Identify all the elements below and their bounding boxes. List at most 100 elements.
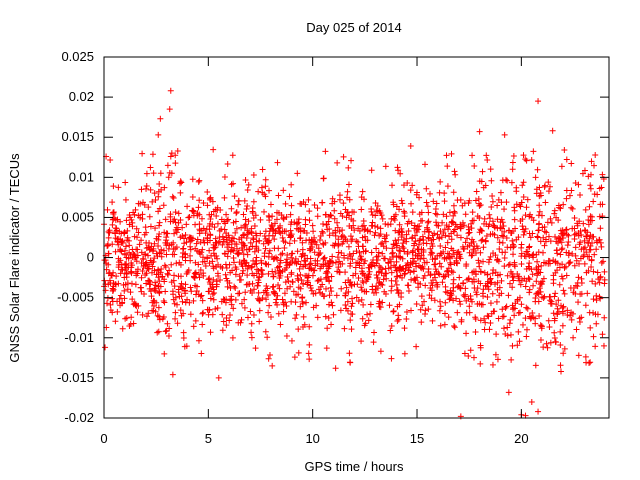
data-point — [412, 252, 419, 259]
data-point — [167, 87, 174, 94]
data-point — [521, 228, 528, 235]
data-point — [175, 273, 182, 280]
data-point — [488, 310, 495, 317]
data-point — [198, 350, 205, 357]
data-point — [219, 241, 226, 248]
data-point — [178, 179, 185, 186]
data-point — [556, 281, 563, 288]
data-point — [583, 359, 590, 366]
data-point — [516, 273, 523, 280]
data-point — [267, 201, 274, 208]
data-point — [270, 289, 277, 296]
data-point — [147, 186, 154, 193]
data-point — [170, 277, 177, 284]
data-point — [429, 317, 436, 324]
data-point — [241, 197, 248, 204]
data-point — [249, 209, 256, 216]
data-point — [446, 296, 453, 303]
data-point — [124, 280, 131, 287]
data-point — [109, 298, 116, 305]
data-point — [395, 312, 402, 319]
data-point — [599, 171, 606, 178]
data-point — [117, 302, 124, 309]
data-point — [277, 321, 284, 328]
data-point — [536, 202, 543, 209]
data-point — [232, 285, 239, 292]
data-point — [348, 216, 355, 223]
data-point — [196, 177, 203, 184]
data-point — [311, 249, 318, 256]
data-point — [476, 128, 483, 135]
data-point — [576, 315, 583, 322]
data-point — [168, 241, 175, 248]
data-point — [588, 257, 595, 264]
data-point — [368, 167, 375, 174]
data-point — [245, 229, 252, 236]
data-point — [275, 192, 282, 199]
data-point — [326, 232, 333, 239]
data-point — [586, 246, 593, 253]
data-point — [175, 210, 182, 217]
data-point — [528, 314, 535, 321]
data-point — [167, 218, 174, 225]
data-point — [413, 343, 420, 350]
data-point — [154, 329, 161, 336]
data-point — [324, 325, 331, 332]
data-point — [325, 218, 332, 225]
data-point — [306, 217, 313, 224]
data-point — [158, 266, 165, 273]
data-point — [204, 202, 211, 209]
data-point — [287, 227, 294, 234]
data-point — [444, 183, 451, 190]
data-point — [295, 326, 302, 333]
data-point — [451, 324, 458, 331]
data-point — [364, 276, 371, 283]
data-point — [534, 166, 541, 173]
data-point — [303, 229, 310, 236]
data-point — [539, 249, 546, 256]
data-point — [593, 292, 600, 299]
data-point — [370, 256, 377, 263]
data-point — [110, 286, 117, 293]
data-point — [554, 305, 561, 312]
data-point — [596, 185, 603, 192]
data-point — [489, 290, 496, 297]
data-point — [335, 236, 342, 243]
data-point — [130, 320, 137, 327]
data-point — [281, 245, 288, 252]
data-point — [358, 296, 365, 303]
data-point — [586, 203, 593, 210]
data-point — [278, 212, 285, 219]
data-point — [228, 301, 235, 308]
data-point — [510, 241, 517, 248]
data-point — [276, 229, 283, 236]
data-point — [332, 259, 339, 266]
data-point — [152, 282, 159, 289]
data-point — [362, 257, 369, 264]
data-point — [155, 193, 162, 200]
data-point — [390, 308, 397, 315]
data-point — [581, 227, 588, 234]
data-point — [557, 227, 564, 234]
data-point — [279, 268, 286, 275]
data-point — [413, 301, 420, 308]
data-point — [332, 229, 339, 236]
data-point — [126, 211, 133, 218]
data-point — [340, 153, 347, 160]
data-point — [125, 264, 132, 271]
data-point — [534, 234, 541, 241]
data-point — [373, 289, 380, 296]
data-point — [314, 314, 321, 321]
data-point — [486, 326, 493, 333]
data-point — [150, 170, 157, 177]
data-point — [537, 269, 544, 276]
data-point — [390, 307, 397, 314]
data-point — [349, 256, 356, 263]
data-point — [197, 267, 204, 274]
data-point — [561, 290, 568, 297]
data-point — [561, 147, 568, 154]
data-point — [360, 301, 367, 308]
data-point — [190, 323, 197, 330]
data-point — [129, 246, 136, 253]
data-point — [288, 298, 295, 305]
